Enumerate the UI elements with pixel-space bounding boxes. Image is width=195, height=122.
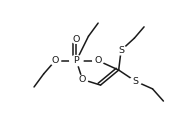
Circle shape bbox=[77, 75, 88, 84]
Circle shape bbox=[71, 35, 82, 43]
Text: O: O bbox=[79, 75, 86, 84]
Text: P: P bbox=[74, 56, 79, 65]
Text: O: O bbox=[51, 56, 59, 65]
Circle shape bbox=[50, 56, 61, 65]
Text: S: S bbox=[118, 46, 124, 55]
Circle shape bbox=[130, 77, 141, 86]
Text: O: O bbox=[94, 56, 102, 65]
Circle shape bbox=[70, 56, 83, 66]
Circle shape bbox=[115, 46, 127, 55]
Text: O: O bbox=[73, 35, 80, 44]
Text: S: S bbox=[133, 77, 139, 86]
Circle shape bbox=[93, 56, 104, 65]
